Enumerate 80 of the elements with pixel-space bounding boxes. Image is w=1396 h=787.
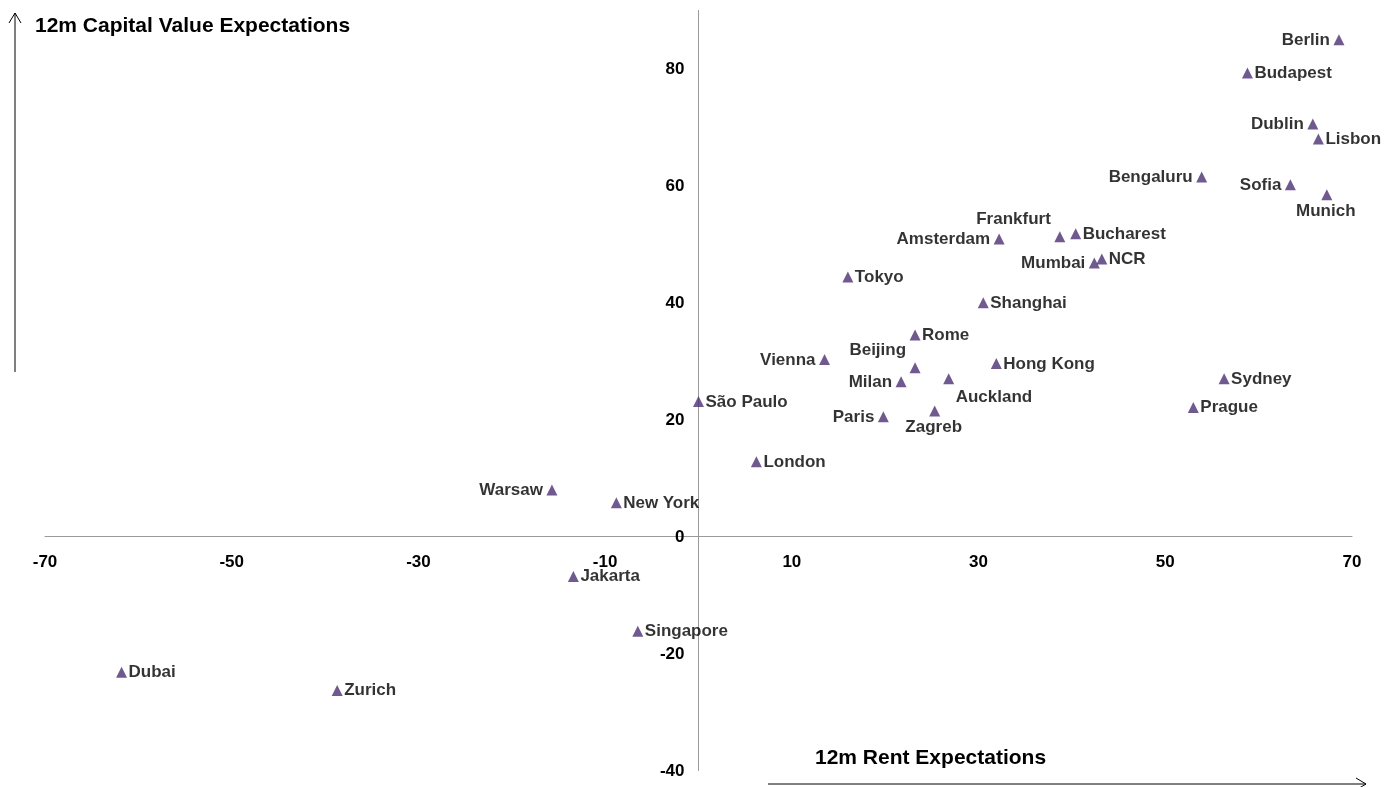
data-label: Singapore	[644, 621, 728, 641]
point	[909, 329, 921, 341]
data-label: Sofia	[1239, 174, 1282, 194]
point	[990, 358, 1002, 370]
data-label: Amsterdam	[896, 229, 991, 249]
y-axis-title: 12m Capital Value Expectations	[35, 13, 351, 36]
point	[929, 405, 941, 417]
point	[693, 396, 704, 408]
point	[977, 297, 989, 309]
point	[895, 376, 907, 388]
y-tick-label: 60	[665, 176, 685, 196]
data-label: Bucharest	[1082, 223, 1167, 243]
point	[331, 684, 343, 696]
data-label: Jakarta	[580, 566, 641, 586]
data-label: Berlin	[1281, 29, 1330, 49]
point	[1088, 257, 1100, 269]
data-label: Frankfurt	[976, 208, 1052, 228]
y-tick-label: 80	[665, 59, 685, 79]
data-label: Sydney	[1231, 368, 1293, 388]
x-tick-label: -30	[406, 551, 431, 571]
data-label: Warsaw	[479, 479, 544, 499]
x-tick-label: 70	[1342, 551, 1362, 571]
point	[750, 456, 762, 468]
point	[943, 373, 955, 385]
data-label: NCR	[1108, 248, 1146, 268]
data-label: Auckland	[955, 386, 1033, 406]
data-label: São Paulo	[705, 391, 788, 411]
x-axis-title: 12m Rent Expectations	[815, 745, 1047, 768]
y-tick-label: -40	[659, 761, 685, 780]
point	[1218, 373, 1230, 385]
data-label: Rome	[922, 324, 970, 344]
x-tick-label: 50	[1155, 551, 1175, 571]
y-tick-label: -20	[659, 644, 685, 664]
point	[1096, 253, 1108, 265]
point	[1054, 231, 1066, 243]
x-tick-label: -50	[219, 551, 244, 571]
data-label: Zurich	[344, 680, 397, 700]
point	[632, 625, 644, 637]
data-label: Dublin	[1250, 113, 1304, 133]
data-label: Shanghai	[990, 292, 1067, 312]
point	[1187, 401, 1199, 413]
data-label: New York	[623, 492, 700, 512]
point	[1312, 133, 1324, 145]
point	[877, 411, 889, 423]
data-label: Dubai	[128, 662, 176, 682]
x-tick-label: 30	[969, 551, 989, 571]
point	[1333, 34, 1345, 46]
y-tick-label: 20	[665, 410, 685, 430]
point	[993, 233, 1005, 245]
data-label: Zagreb	[905, 416, 963, 436]
point	[1241, 67, 1253, 79]
point	[819, 354, 831, 366]
point	[909, 362, 921, 374]
data-label: Munich	[1296, 200, 1356, 220]
data-label: Tokyo	[854, 267, 904, 287]
point	[1284, 179, 1296, 191]
data-label: London	[763, 451, 826, 471]
y-tick-label: 40	[665, 293, 685, 313]
data-label: Bengaluru	[1108, 167, 1193, 187]
point	[1307, 118, 1319, 130]
data-label: Paris	[832, 406, 875, 426]
data-label: Lisbon	[1325, 129, 1382, 149]
point	[546, 484, 558, 496]
data-label: Vienna	[760, 349, 817, 369]
data-label: Budapest	[1254, 63, 1333, 83]
point	[842, 271, 854, 283]
data-label: Prague	[1200, 397, 1258, 417]
x-tick-label: 10	[782, 551, 802, 571]
point	[567, 570, 579, 582]
data-label: Milan	[848, 371, 893, 391]
point	[610, 497, 622, 509]
y-tick-label: 0	[675, 527, 685, 547]
point	[1070, 228, 1082, 240]
data-label: Mumbai	[1021, 253, 1086, 273]
point	[1196, 171, 1208, 183]
data-label: Hong Kong	[1003, 353, 1095, 373]
data-label: Beijing	[849, 339, 907, 359]
point	[1321, 189, 1333, 201]
point	[116, 666, 128, 678]
x-tick-label: -70	[32, 551, 58, 571]
